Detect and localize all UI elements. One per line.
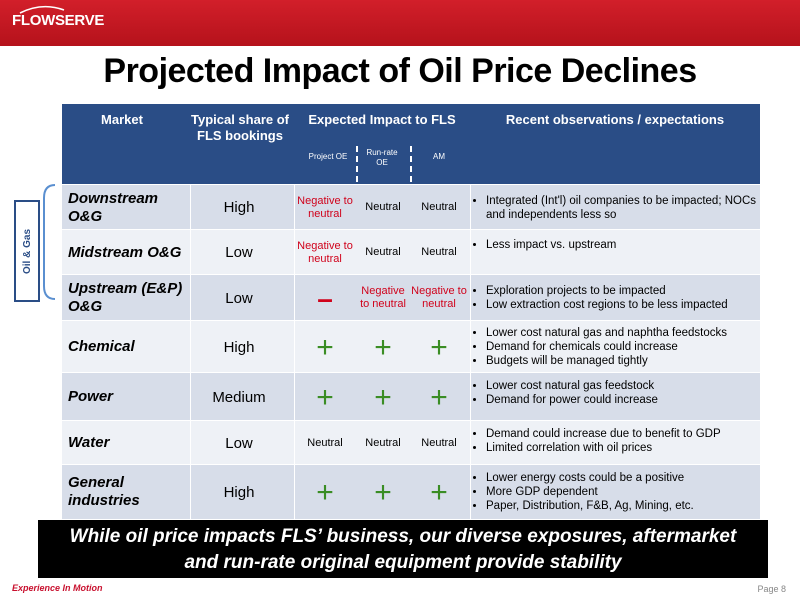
header-am: AM — [433, 152, 445, 161]
header-observations: Recent observations / expectations — [505, 112, 725, 127]
observation-item: Low extraction cost regions to be less i… — [486, 298, 728, 312]
table-row: Power Medium + + + Lower cost natural ga… — [62, 372, 760, 421]
impact-runrate-oe: Negative to neutral — [360, 285, 406, 310]
observations-cell: Less impact vs. upstream — [472, 230, 758, 275]
banner-line-2: and run-rate original equipment provide … — [184, 552, 622, 573]
market-cell: Upstream (E&P) O&G — [68, 280, 183, 315]
impact-project-oe: + — [316, 475, 334, 509]
header-impact: Expected Impact to FLS — [308, 112, 456, 127]
market-cell: Midstream O&G — [68, 243, 182, 261]
market-cell: Chemical — [68, 338, 135, 355]
observations-cell: Lower energy costs could be a positive M… — [472, 465, 758, 519]
table-row: Chemical High + + + Lower cost natural g… — [62, 320, 760, 373]
share-cell: Low — [225, 289, 253, 307]
banner-line-1: While oil price impacts FLS’ business, o… — [69, 526, 737, 547]
observation-item: Lower cost natural gas and naphtha feeds… — [486, 326, 727, 340]
oil-gas-group-box — [14, 200, 40, 302]
market-cell: Water — [68, 434, 110, 451]
header-divider — [356, 146, 358, 182]
impact-runrate-oe: + — [374, 330, 392, 364]
page-title: Projected Impact of Oil Price Declines — [103, 52, 697, 90]
observation-item: Less impact vs. upstream — [486, 238, 616, 252]
share-cell: Low — [225, 244, 253, 261]
impact-am: Negative to neutral — [411, 285, 467, 310]
header-project-oe: Project OE — [308, 152, 348, 161]
share-cell: High — [223, 199, 255, 216]
observation-item: Demand for chemicals could increase — [486, 340, 727, 354]
impact-project-oe: Neutral — [307, 436, 343, 449]
observations-cell: Demand could increase due to benefit to … — [472, 421, 758, 465]
observation-item: Exploration projects to be impacted — [486, 284, 728, 298]
observation-item: Demand for power could increase — [486, 393, 658, 407]
table-row: Midstream O&G Low Negative to neutral Ne… — [62, 229, 760, 275]
impact-am: Neutral — [421, 246, 457, 258]
table-row: Downstream O&G High Negative to neutral … — [62, 184, 760, 230]
impact-project-oe: + — [316, 380, 334, 414]
share-cell: High — [223, 338, 255, 356]
impact-runrate-oe: Neutral — [365, 246, 401, 258]
impact-am: + — [430, 330, 448, 364]
impact-am: Neutral — [421, 436, 457, 449]
observation-item: Lower cost natural gas feedstock — [486, 379, 658, 393]
market-cell: General industries — [68, 474, 140, 509]
brand-logo: FLOWSERVE — [12, 12, 105, 29]
header-runrate-oe: Run-rate OE — [366, 148, 398, 167]
logo-swoosh-icon — [19, 5, 65, 14]
observations-cell: Exploration projects to be impacted Low … — [472, 275, 758, 321]
share-cell: Medium — [212, 388, 266, 406]
tagline: Experience In Motion — [12, 583, 103, 593]
impact-project-oe: Negative to neutral — [297, 194, 353, 220]
observation-item: Budgets will be managed tightly — [486, 354, 727, 368]
observation-item: Demand could increase due to benefit to … — [486, 427, 721, 441]
market-cell: Power — [68, 388, 114, 405]
header-bar: FLOWSERVE — [0, 0, 800, 46]
impact-am: + — [430, 475, 448, 509]
impact-project-oe: – — [317, 282, 333, 314]
oil-gas-group-label: Oil & Gas — [21, 228, 33, 274]
impact-am: + — [430, 380, 448, 414]
observations-cell: Lower cost natural gas and naphtha feeds… — [472, 321, 758, 373]
group-bracket-icon — [43, 184, 56, 300]
table-header: Market Typical share of FLS bookings Exp… — [62, 104, 760, 184]
share-cell: Low — [225, 434, 253, 452]
impact-project-oe: + — [316, 330, 334, 364]
observation-item: Lower energy costs could be a positive — [486, 471, 694, 485]
table-row: General industries High + + + Lower ener… — [62, 464, 760, 519]
observation-item: More GDP dependent — [486, 485, 694, 499]
observations-cell: Integrated (Int'l) oil companies to be i… — [472, 185, 758, 230]
observation-item: Paper, Distribution, F&B, Ag, Mining, et… — [486, 499, 694, 513]
page-number: Page 8 — [757, 584, 786, 594]
table-row: Upstream (E&P) O&G Low – Negative to neu… — [62, 274, 760, 321]
share-cell: High — [223, 483, 255, 501]
impact-runrate-oe: Neutral — [365, 436, 401, 449]
table-row: Water Low Neutral Neutral Neutral Demand… — [62, 420, 760, 465]
impact-runrate-oe: + — [374, 380, 392, 414]
header-divider — [410, 146, 412, 182]
header-share: Typical share of FLS bookings — [190, 112, 289, 143]
summary-banner: While oil price impacts FLS’ business, o… — [38, 520, 768, 578]
impact-project-oe: Negative to neutral — [297, 239, 353, 265]
observation-item: Integrated (Int'l) oil companies to be i… — [486, 194, 758, 222]
market-cell: Downstream O&G — [68, 189, 159, 225]
impact-runrate-oe: Neutral — [365, 201, 401, 213]
header-market: Market — [101, 112, 143, 127]
observations-cell: Lower cost natural gas feedstock Demand … — [472, 373, 758, 421]
impact-am: Neutral — [421, 201, 457, 213]
observation-item: Limited correlation with oil prices — [486, 441, 721, 455]
impact-runrate-oe: + — [374, 475, 392, 509]
